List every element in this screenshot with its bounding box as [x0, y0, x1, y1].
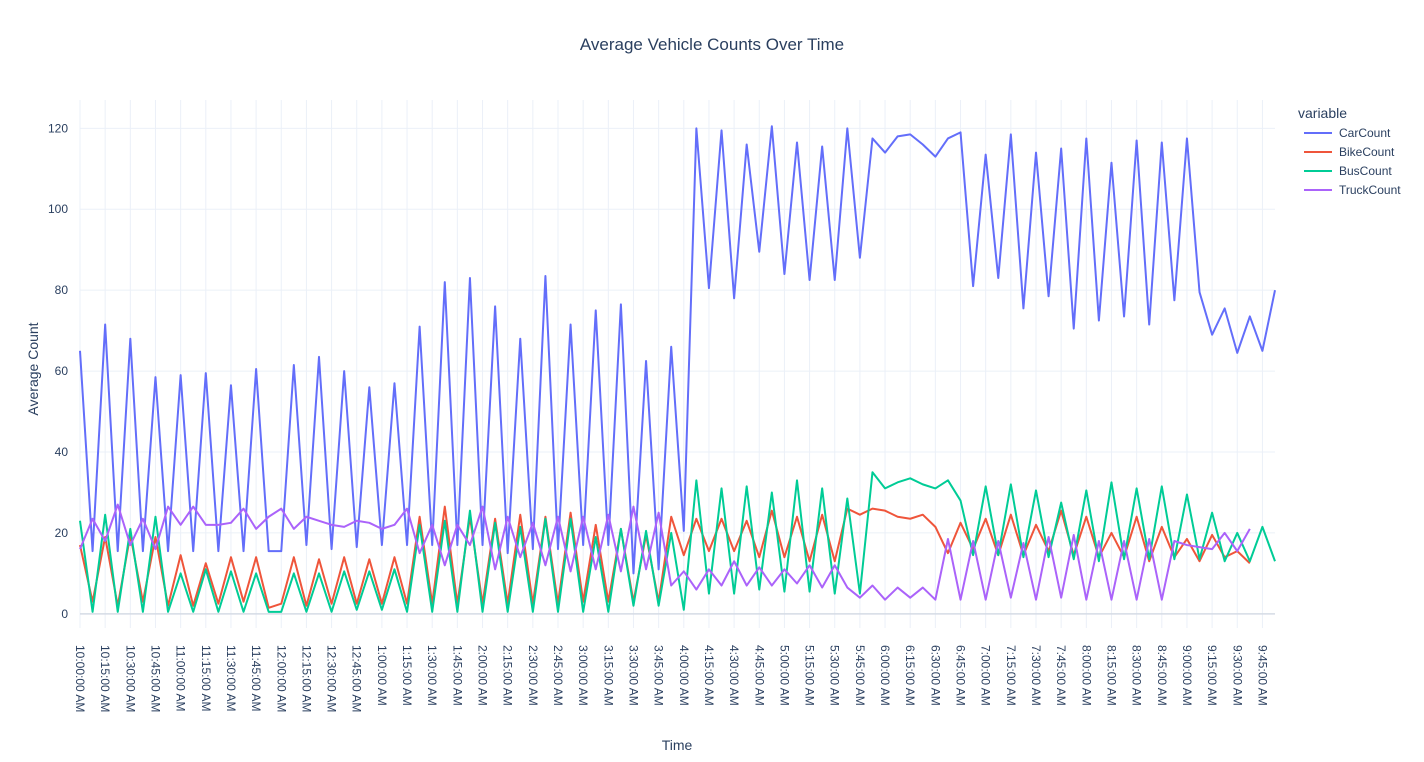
- y-tick-label: 60: [55, 364, 69, 378]
- x-tick-label: 4:15:00 AM: [702, 645, 716, 706]
- x-tick-label: 1:30:00 AM: [425, 645, 439, 706]
- legend-item-carcount[interactable]: CarCount: [1304, 126, 1391, 140]
- x-axis-ticks: 10:00:00 AM 10:15:00 AM 10:30:00 AM 10:45:0…: [73, 645, 1269, 712]
- series-line-buscount: [79, 471, 1276, 613]
- x-tick-label: 5:45:00 AM: [853, 645, 867, 706]
- x-tick-label: 5:00:00 AM: [777, 645, 791, 706]
- x-tick-label: 2:30:00 AM: [526, 645, 540, 706]
- x-tick-label: 8:45:00 AM: [1155, 645, 1169, 706]
- x-tick-label: 12:45:00 AM: [350, 645, 364, 712]
- x-tick-label: 3:15:00 AM: [601, 645, 615, 706]
- x-tick-label: 1:00:00 AM: [375, 645, 389, 706]
- x-tick-label: 10:15:00 AM: [98, 645, 112, 712]
- y-axis-title: Average Count: [25, 322, 41, 415]
- x-tick-label: 8:30:00 AM: [1130, 645, 1144, 706]
- x-tick-label: 12:15:00 AM: [299, 645, 313, 712]
- legend-title: variable: [1298, 105, 1347, 121]
- x-tick-label: 8:00:00 AM: [1079, 645, 1093, 706]
- x-tick-label: 1:45:00 AM: [450, 645, 464, 706]
- series-lines: [79, 125, 1276, 613]
- x-tick-label: 3:30:00 AM: [626, 645, 640, 706]
- legend-label: CarCount: [1339, 126, 1391, 140]
- y-tick-label: 80: [55, 283, 69, 297]
- x-tick-label: 7:30:00 AM: [1029, 645, 1043, 706]
- x-tick-label: 10:45:00 AM: [148, 645, 162, 712]
- x-tick-label: 12:00:00 AM: [274, 645, 288, 712]
- x-tick-label: 6:45:00 AM: [954, 645, 968, 706]
- x-tick-label: 11:30:00 AM: [224, 645, 238, 712]
- x-tick-label: 5:30:00 AM: [828, 645, 842, 706]
- x-tick-label: 7:00:00 AM: [979, 645, 993, 706]
- x-tick-label: 4:45:00 AM: [752, 645, 766, 706]
- x-tick-label: 2:45:00 AM: [551, 645, 565, 706]
- x-tick-label: 5:15:00 AM: [803, 645, 817, 706]
- y-tick-label: 0: [61, 607, 68, 621]
- x-tick-label: 6:15:00 AM: [903, 645, 917, 706]
- legend[interactable]: variable CarCount BikeCount BusCount TruckC…: [1298, 105, 1401, 197]
- y-tick-label: 100: [48, 202, 68, 216]
- x-tick-label: 11:00:00 AM: [174, 645, 188, 712]
- legend-item-buscount[interactable]: BusCount: [1304, 164, 1392, 178]
- y-axis-ticks: 0 20 40 60 80 100 120: [48, 121, 68, 621]
- x-tick-label: 10:30:00 AM: [123, 645, 137, 712]
- x-tick-label: 7:45:00 AM: [1054, 645, 1068, 706]
- y-tick-label: 20: [55, 526, 69, 540]
- legend-label: BikeCount: [1339, 145, 1395, 159]
- x-tick-label: 11:15:00 AM: [199, 645, 213, 712]
- legend-item-bikecount[interactable]: BikeCount: [1304, 145, 1395, 159]
- x-tick-label: 9:15:00 AM: [1205, 645, 1219, 706]
- x-tick-label: 12:30:00 AM: [325, 645, 339, 712]
- x-tick-label: 11:45:00 AM: [249, 645, 263, 712]
- x-axis-title: Time: [662, 737, 693, 753]
- legend-item-truckcount[interactable]: TruckCount: [1304, 183, 1401, 197]
- legend-label: TruckCount: [1339, 183, 1401, 197]
- x-tick-label: 8:15:00 AM: [1104, 645, 1118, 706]
- x-tick-label: 3:45:00 AM: [652, 645, 666, 706]
- x-tick-label: 2:15:00 AM: [501, 645, 515, 706]
- x-tick-label: 7:15:00 AM: [1004, 645, 1018, 706]
- series-line-truckcount: [79, 503, 1251, 601]
- x-tick-label: 9:30:00 AM: [1230, 645, 1244, 706]
- x-tick-label: 6:00:00 AM: [878, 645, 892, 706]
- legend-label: BusCount: [1339, 164, 1392, 178]
- x-tick-label: 4:00:00 AM: [677, 645, 691, 706]
- chart-title: Average Vehicle Counts Over Time: [580, 35, 844, 54]
- x-tick-label: 10:00:00 AM: [73, 645, 87, 712]
- x-tick-label: 4:30:00 AM: [727, 645, 741, 706]
- series-line-carcount: [79, 125, 1276, 575]
- y-tick-label: 40: [55, 445, 69, 459]
- x-tick-label: 2:00:00 AM: [476, 645, 490, 706]
- x-tick-label: 6:30:00 AM: [928, 645, 942, 706]
- x-tick-label: 9:00:00 AM: [1180, 645, 1194, 706]
- x-tick-label: 9:45:00 AM: [1255, 645, 1269, 706]
- y-tick-label: 120: [48, 121, 68, 135]
- x-tick-label: 1:15:00 AM: [400, 645, 414, 706]
- x-tick-label: 3:00:00 AM: [576, 645, 590, 706]
